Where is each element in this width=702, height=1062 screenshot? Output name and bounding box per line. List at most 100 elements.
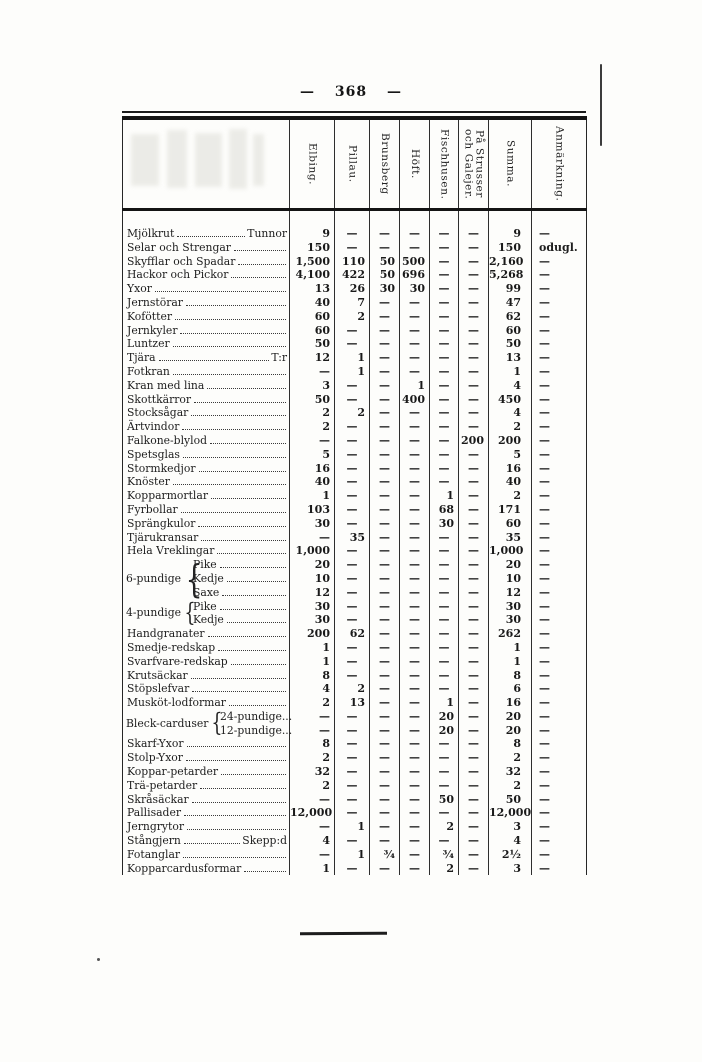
leader-dots [172,373,286,375]
cell-galejer: — [458,820,489,835]
group-brace-glyph: { [185,556,203,601]
ink-ghost-mark [167,130,187,188]
row-label-line: Kopparcardusformar [123,862,289,876]
cell-hoft: — [399,765,430,779]
cell-summa: 1 [488,364,532,379]
cell-summa: 2½ [488,847,532,862]
row-label: Stolp-Yxor [127,751,183,765]
cell-anmarkning: — [531,778,587,793]
cell-fischhusen: — [429,364,459,379]
cell-hoft: 1 [399,378,430,393]
cell-fischhusen: — [429,447,459,462]
row-label: Tjärukransar [127,530,199,544]
cell-galejer: — [458,337,489,352]
cell-galejer: — [458,668,489,683]
leader-dots [230,663,286,665]
row-label-line: Pallisader [123,806,289,820]
cell-elbing: — [289,847,335,862]
cell-fischhusen: — [429,406,459,421]
cell-hoft: — [399,351,430,365]
row-label-line: Smedje-redskap [123,641,289,655]
leader-dots [158,360,270,362]
leader-dots [198,525,286,527]
cell-pillau: — [334,392,370,407]
table-row: Selar och Strengar 150— — — — —150 odugl. [123,240,587,255]
cell-brunsberg: — [369,392,400,407]
row-label-cell: Tjärukransar [123,531,290,545]
row-label-cell: Knöster [123,475,290,489]
cell-elbing: 32 [289,765,335,779]
table-row: Jernstörar 40 7— — — —47— [123,295,587,310]
cell-summa: 47 [488,295,532,310]
cell-summa: 9 [488,227,532,241]
table-row: Stöpslefvar 4 2— — — —6— [123,682,587,697]
cell-fischhusen: — [429,599,459,614]
row-label-cell: Svarfvare-redskap [123,655,290,669]
cell-fischhusen: — [429,737,459,752]
row-label-line: Trä-petarder [123,779,289,793]
cell-anmarkning: — [531,599,587,614]
cell-hoft: — [399,806,430,821]
cell-hoft: — [399,558,430,572]
cell-pillau: — [334,737,370,752]
cell-galejer: — [458,268,489,283]
cell-brunsberg: — [369,337,400,352]
table-row: Spetsglas 5— — — — —5— [123,447,587,462]
cell-brunsberg: — [369,709,400,724]
cell-fischhusen: ¾ [429,847,459,862]
column-header-label: Summa. [504,140,517,188]
cell-anmarkning: — [531,268,587,283]
cell-pillau: — [334,227,370,241]
cell-summa: 16 [488,696,532,710]
group-brace-glyph: { [211,708,223,738]
row-label-line: 24-pundige... [123,710,292,724]
cell-hoft: — [399,654,430,669]
cell-elbing: 103 [289,502,335,517]
cell-galejer: — [458,792,489,807]
cell-anmarkning: — [531,654,587,669]
cell-fischhusen: — [429,654,459,669]
cell-pillau: 2 [334,309,370,324]
table-top-rule [122,111,586,113]
leader-dots [222,594,286,596]
cell-galejer: — [458,627,489,641]
cell-elbing: 5 [289,447,335,462]
cell-brunsberg: 30 [369,282,400,296]
ink-ghost-mark [195,133,222,187]
cell-brunsberg: — [369,516,400,531]
cell-hoft: — [399,627,430,641]
cell-hoft: — [399,723,430,738]
cell-elbing: 20 [289,558,335,572]
cell-anmarkning: — [531,309,587,324]
cell-pillau: — [334,558,370,572]
table-row: Jerngrytor —1— —2—3— [123,820,587,835]
cell-pillau: — [334,654,370,669]
cell-fischhusen: — [429,751,459,766]
cell-summa: 99 [488,282,532,296]
cell-galejer: — [458,585,489,600]
cell-hoft: — [399,502,430,517]
cell-anmarkning: — [531,516,587,531]
cell-hoft: — [399,668,430,683]
cell-fischhusen: — [429,765,459,779]
cell-anmarkning: — [531,227,587,241]
cell-elbing: — [289,709,335,724]
row-label-line: Kofötter [123,310,289,324]
leader-dots [210,442,286,444]
row-label-cell: Spetsglas [123,448,290,462]
cell-summa: 30 [488,599,532,614]
cell-hoft: — [399,364,430,379]
cell-summa: 10 [488,571,532,586]
table-row: Stormkedjor 16— — — — —16— [123,461,587,476]
column-header-label: Fischhusen. [438,128,451,200]
cell-pillau: — [334,806,370,821]
cell-brunsberg: — [369,585,400,600]
cell-brunsberg: — [369,406,400,421]
cell-fischhusen: — [429,323,459,338]
cell-fischhusen: — [429,530,459,545]
table-row: Svarfvare-redskap 1— — — — —1— [123,654,587,669]
row-label: Stöpslefvar [127,682,190,696]
cell-hoft: — [399,709,430,724]
row-label-line: Saxe [123,586,289,600]
cell-anmarkning: — [531,613,587,628]
